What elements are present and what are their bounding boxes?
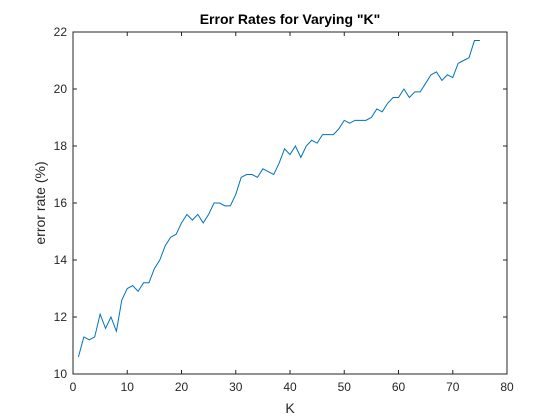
x-axis-label: K <box>285 400 295 416</box>
y-tick-label: 22 <box>54 25 68 39</box>
x-tick-label: 20 <box>175 380 189 394</box>
y-tick-label: 14 <box>54 253 68 267</box>
y-axis-label: error rate (%) <box>32 161 48 244</box>
x-tick-label: 40 <box>283 380 297 394</box>
y-tick-label: 20 <box>54 82 68 96</box>
x-tick-label: 10 <box>121 380 135 394</box>
ticks <box>72 31 508 375</box>
y-tick-label: 18 <box>54 139 68 153</box>
y-tick-label: 12 <box>54 310 68 324</box>
y-tick-label: 16 <box>54 196 68 210</box>
x-tick-label: 70 <box>446 380 460 394</box>
x-tick-label: 0 <box>70 380 77 394</box>
x-tick-label: 50 <box>338 380 352 394</box>
y-tick-label: 10 <box>54 367 68 381</box>
x-tick-label: 60 <box>392 380 406 394</box>
x-tick-label: 30 <box>229 380 243 394</box>
chart-title: Error Rates for Varying "K" <box>200 11 381 27</box>
series-line <box>77 40 480 358</box>
x-tick-label: 80 <box>500 380 514 394</box>
plot-area <box>72 31 508 375</box>
